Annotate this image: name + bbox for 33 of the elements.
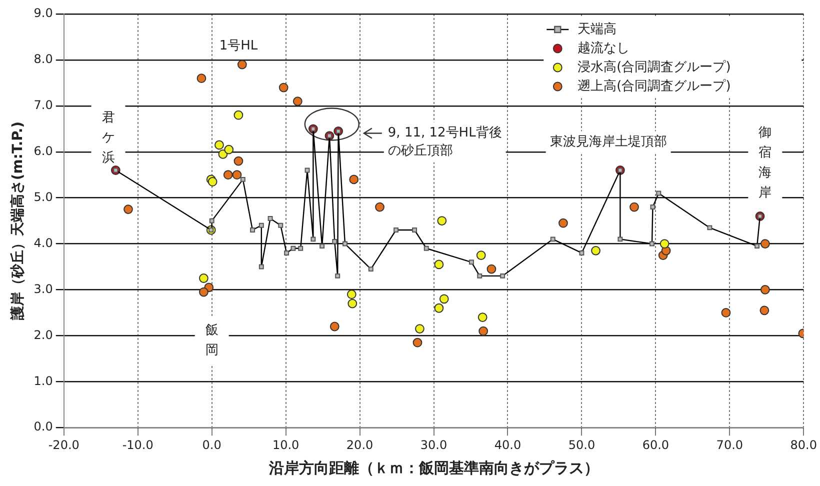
x-tick-label: 30.0	[420, 438, 448, 452]
annotation: 君ケ浜	[102, 110, 115, 166]
y-tick-label: 3.0	[34, 282, 53, 296]
annotation: 1号HL	[219, 38, 258, 54]
x-tick-label: 10.0	[272, 438, 300, 452]
legend-label: 浸水高(合同調査グループ)	[578, 58, 731, 75]
x-tick-label: 0.0	[202, 438, 222, 452]
y-tick-label: 6.0	[34, 144, 53, 158]
legend-label: 遡上高(合同調査グループ)	[578, 78, 731, 94]
annotation: 飯岡	[205, 323, 218, 358]
x-tick-label: 50.0	[568, 438, 596, 452]
y-tick-label: 8.0	[34, 52, 53, 66]
annotation: 9, 11, 12号HL背後の砂丘頂部	[388, 126, 502, 159]
x-tick-label: 40.0	[494, 438, 522, 452]
annotation: 御宿海岸	[758, 125, 772, 200]
y-tick-label: 5.0	[34, 190, 53, 204]
y-tick-label: 9.0	[34, 6, 53, 20]
y-tick-label: 1.0	[34, 374, 53, 388]
y-tick-label: 4.0	[34, 236, 53, 250]
x-tick-label: -20.0	[48, 438, 80, 452]
y-tick-label: 7.0	[34, 98, 53, 112]
x-tick-label: 80.0	[790, 438, 817, 452]
y-tick-label: 0.0	[34, 420, 53, 434]
annotation: 東波見海岸土堤頂部	[550, 134, 667, 150]
x-tick-label: -10.0	[122, 438, 154, 452]
x-tick-label: 60.0	[642, 438, 670, 452]
x-tick-label: 70.0	[716, 438, 744, 452]
x-tick-label: 20.0	[346, 438, 374, 452]
y-tick-label: 2.0	[34, 328, 53, 342]
y-axis-title: 護岸（砂丘）天端高さ(m:T.P.)	[9, 121, 26, 322]
legend-label: 天端高	[578, 20, 617, 37]
legend-label: 越流なし	[578, 40, 630, 56]
x-axis-title: 沿岸方向距離（ｋｍ：飯岡基準南向きがプラス）	[268, 458, 599, 477]
